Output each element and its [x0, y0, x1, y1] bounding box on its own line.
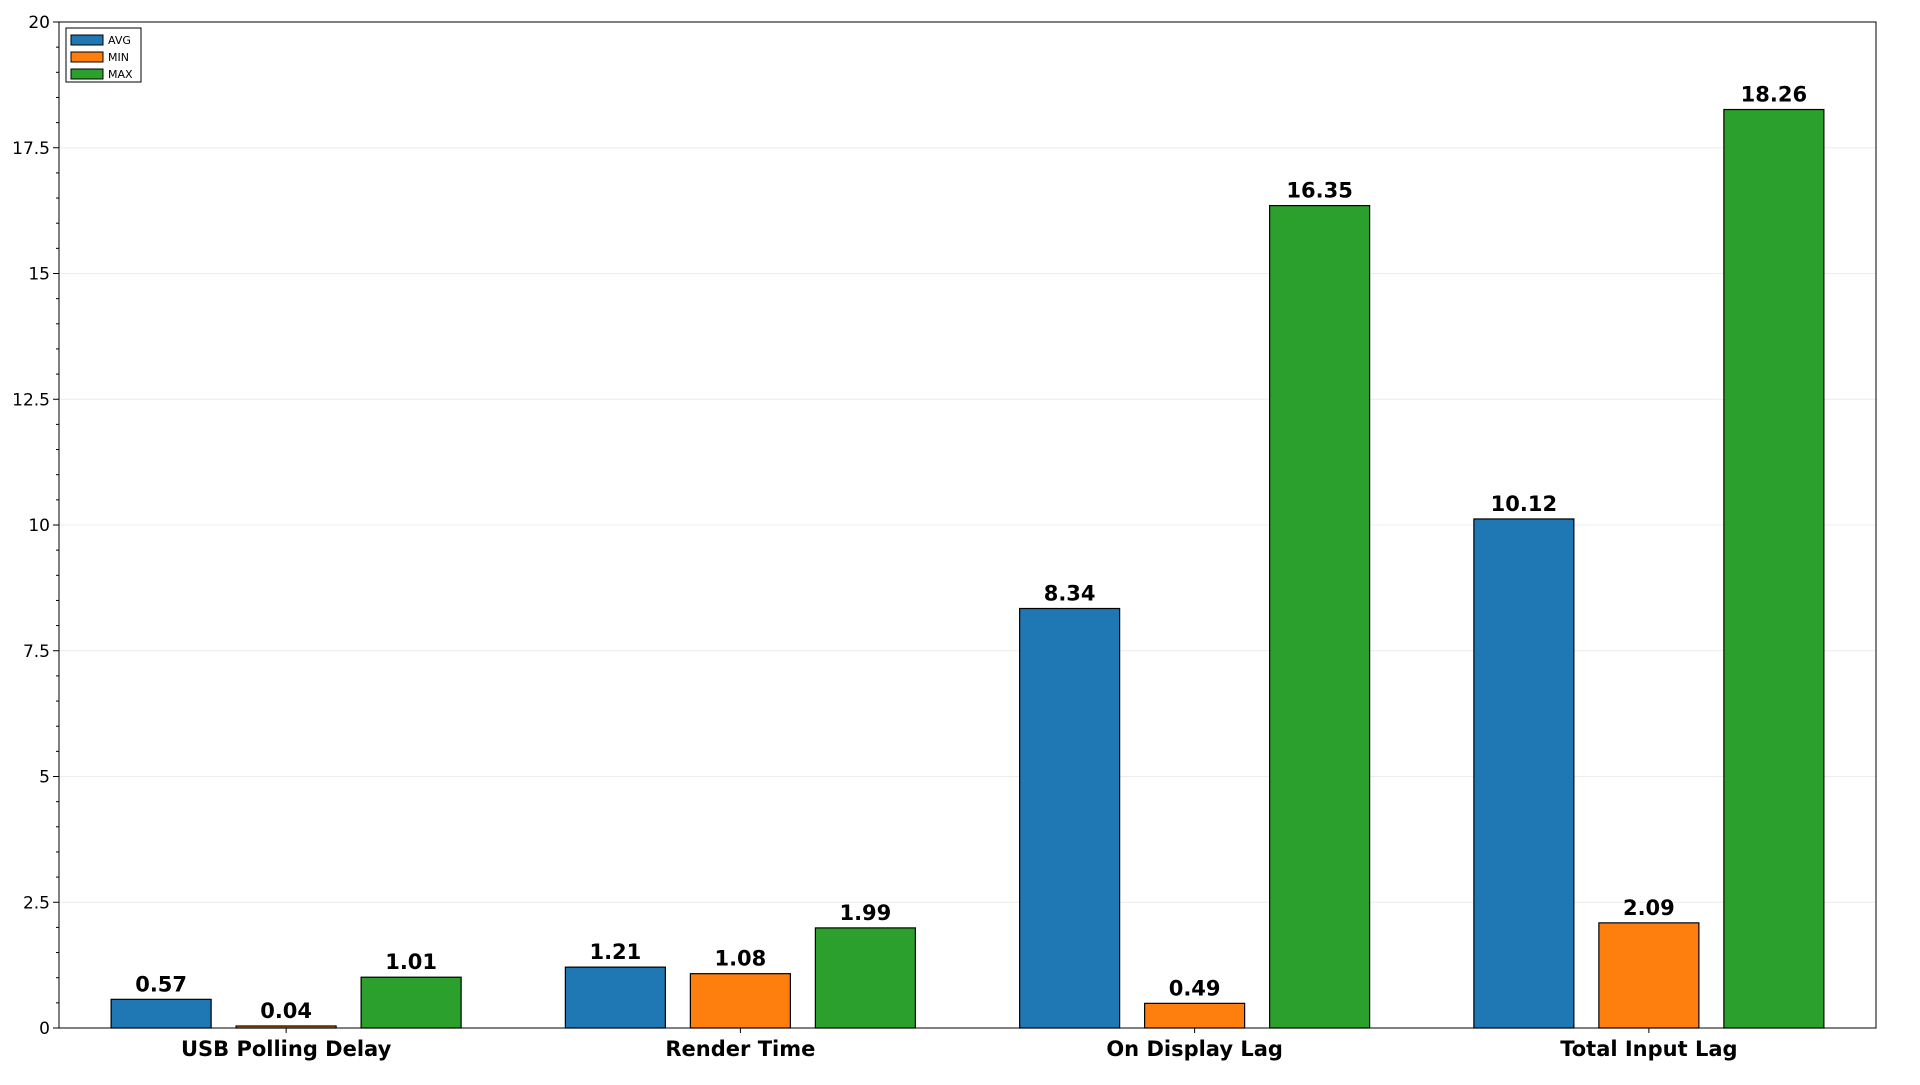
data-label: 1.01 [385, 950, 437, 974]
category-label: Render Time [665, 1037, 815, 1061]
bar-min [689, 973, 791, 1029]
y-tick-label: 15 [28, 265, 50, 285]
data-label: 1.99 [839, 901, 891, 925]
legend-label: AVG [108, 34, 131, 47]
bar-avg [564, 966, 666, 1029]
data-label: 10.12 [1491, 492, 1557, 516]
bar-min [1598, 922, 1700, 1029]
legend-label: MAX [108, 68, 133, 81]
data-label: 1.21 [589, 940, 641, 964]
y-tick-label: 7.5 [23, 642, 50, 662]
legend-swatch-avg [70, 34, 104, 46]
category-label: Total Input Lag [1560, 1037, 1737, 1061]
legend-swatch-min [70, 51, 104, 63]
category-label: USB Polling Delay [181, 1037, 392, 1061]
data-label: 2.09 [1623, 896, 1675, 920]
y-tick-label: 2.5 [23, 893, 50, 913]
y-tick-label: 0 [39, 1019, 50, 1039]
bar-max [814, 927, 916, 1029]
category-label: On Display Lag [1106, 1037, 1283, 1061]
bar-max [1269, 204, 1371, 1029]
data-label: 0.57 [135, 972, 187, 996]
bars [110, 108, 1825, 1029]
y-tick-label: 17.5 [12, 139, 50, 159]
y-tick-label: 12.5 [12, 390, 50, 410]
bar-avg [1019, 607, 1121, 1029]
axes: 0 2.5 5 7.5 10 12.5 15 17.5 20 USB Polling Delay R… [12, 13, 1877, 1061]
data-label: 8.34 [1044, 581, 1096, 605]
bar-max [1723, 108, 1825, 1029]
grid-lines [59, 147, 1876, 903]
data-label: 0.49 [1169, 976, 1221, 1000]
data-label: 0.04 [260, 999, 312, 1023]
legend-label: MIN [108, 51, 129, 64]
data-label: 18.26 [1741, 83, 1807, 107]
legend: AVG MIN MAX [65, 27, 142, 83]
bar-avg [110, 998, 212, 1029]
y-tick-label: 10 [28, 516, 50, 536]
data-label: 1.08 [714, 947, 766, 971]
legend-swatch-max [70, 68, 104, 80]
bar-max [360, 976, 462, 1029]
y-tick-label: 20 [28, 13, 50, 33]
data-labels: 0.57 0.04 1.01 1.21 1.08 1.99 8.34 0.49 16.35 10.… [135, 83, 1807, 1023]
bar-min [1144, 1002, 1246, 1029]
data-label: 16.35 [1286, 179, 1352, 203]
y-tick-label: 5 [39, 768, 50, 788]
bar-avg [1473, 518, 1575, 1029]
